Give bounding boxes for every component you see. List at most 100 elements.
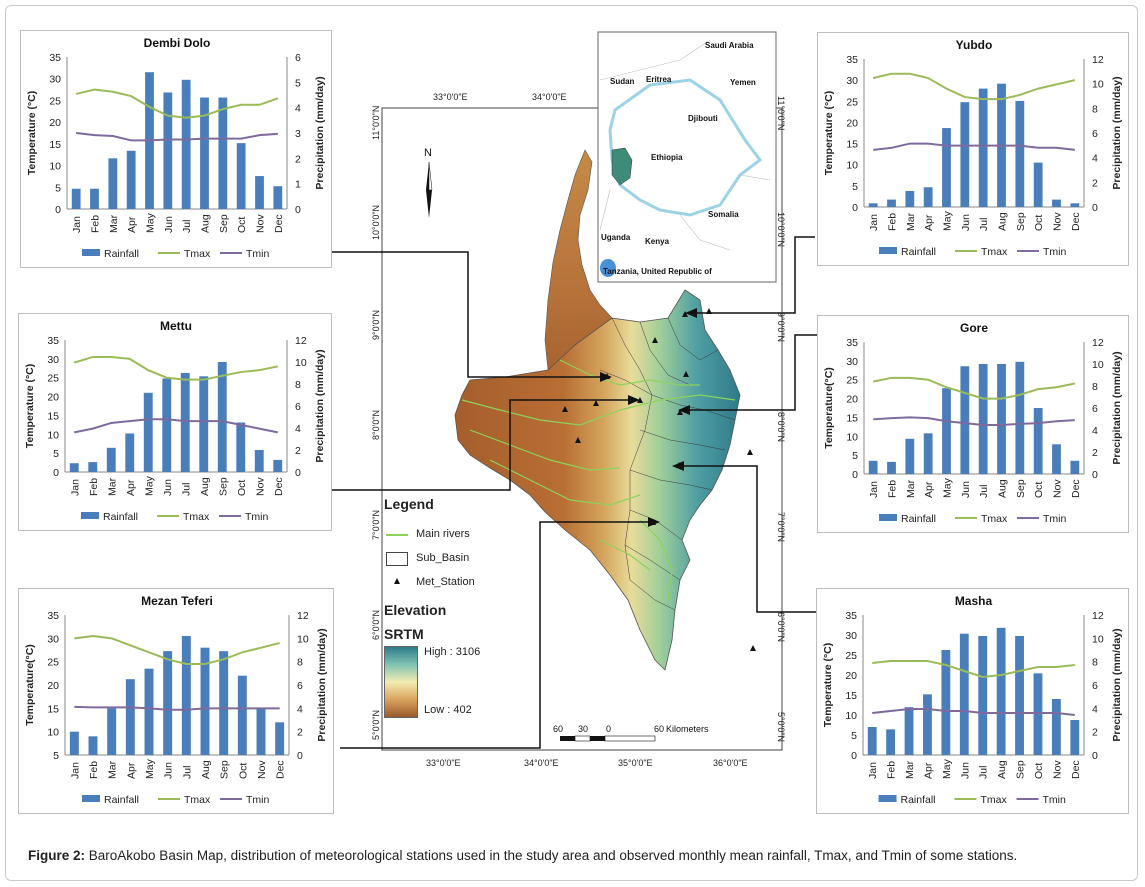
month-label: Sep [217,477,229,496]
rainfall-bar [69,731,79,755]
lon-label-bottom: 36°0'0"E [713,758,748,768]
lat-label-right: 7°0'0"N [776,512,786,542]
rainfall-bar [1052,444,1061,474]
rainfall-bar [143,392,153,472]
tmax-line [872,72,1076,101]
right-tick-label: 12 [1092,337,1104,349]
figure-caption: Figure 2: BaroAkobo Basin Map, distribut… [28,848,1128,863]
lat-label-right: 5°0'0"N [776,712,786,742]
rainfall-bar [90,188,99,209]
rainfall-bar [1015,636,1024,755]
month-label: Feb [887,480,899,498]
rainfall-bar [1033,162,1043,207]
legend-tmin-label: Tmin [246,794,269,806]
station-marker [593,400,599,406]
basin-main [454,289,741,671]
right-tick-label: 6 [1092,680,1098,692]
rainfall-bar [163,651,173,755]
elevation-ramp: High : 3106 Low : 402 [384,646,524,718]
right-tick-label: 12 [1092,610,1104,622]
right-tick-label: 2 [1092,447,1098,459]
scale-labels: 60 30 0 60 Kilometers [553,724,709,734]
left-tick-label: 0 [53,467,59,479]
left-tick-label: 10 [49,161,61,173]
month-label: Jul [181,220,193,233]
connector-gore [688,334,820,411]
rainfall-bar [978,88,988,207]
right-tick-label: 10 [295,357,307,369]
legend-rainfall-swatch [81,512,99,519]
right-tick-label: 0 [1092,202,1098,214]
tmin-line [872,708,1075,716]
month-label: Jan [71,216,83,233]
station-marker [683,371,689,377]
right-tick-label: 12 [1092,54,1104,66]
left-tick-label: 0 [852,202,858,214]
rainfall-bar [144,668,154,755]
rainfall-bar [960,366,970,474]
connector-lines [315,236,820,749]
rainfall-bar [1051,699,1061,755]
rainfall-bar [219,651,229,755]
right-tick-label: 8 [1092,103,1098,115]
chart-panel-gore: Gore 0 5 10 15 20 25 30 35 0 2 4 6 8 10 12 Temperature(°… [817,315,1129,533]
left-tick-label: 25 [47,657,59,669]
month-label: Dec [1070,760,1082,779]
legend-tmin-label: Tmin [1043,513,1066,525]
left-tick-label: 5 [852,181,858,193]
left-tick-label: 5 [55,182,61,194]
inset-label: Sudan [610,77,635,86]
left-tick-label: 20 [845,670,857,682]
elevation-high: High : 3106 [424,646,481,658]
legend-tmin-label: Tmin [1043,246,1066,258]
left-tick-label: 35 [49,52,61,64]
legend-rainfall-label: Rainfall [104,248,139,260]
month-label: Dec [273,477,285,496]
scale-label: 30 [578,724,588,734]
lat-label-right: 9°0'0"N [776,312,786,342]
legend-rainfall-label: Rainfall [104,794,139,806]
right-tick-label: 10 [297,633,309,645]
rainfall-bar [237,675,247,755]
tmin-line [76,132,278,142]
right-tick-label: 2 [295,153,301,165]
left-tick-label: 30 [49,74,61,86]
rainfall-bar [162,378,172,472]
legend-label: Met_Station [416,576,475,588]
river-line-icon [384,527,410,541]
right-tick-label: 10 [1092,633,1104,645]
legend-tmin-label: Tmin [246,248,269,260]
y-left-label: Temperature(°C) [24,644,36,726]
color-ramp [384,646,418,718]
month-label: Mar [106,477,118,496]
legend-rainfall-swatch [82,795,100,802]
right-tick-label: 5 [295,77,301,89]
right-tick-label: 12 [295,335,307,347]
legend-label: Sub_Basin [416,552,470,564]
left-tick-label: 35 [846,337,858,349]
left-tick-label: 30 [846,75,858,87]
month-label: Feb [90,215,102,233]
month-label: Jul [978,766,990,779]
legend-rainfall-swatch [878,795,897,802]
rainfall-bar [960,102,970,207]
rainfall-bar [200,647,210,755]
left-tick-label: 10 [845,710,857,722]
lat-label-left: 8°0'0"N [371,410,381,440]
month-label: Oct [1033,763,1045,779]
month-label: May [144,758,156,779]
month-label: Sep [1015,212,1027,231]
left-tick-label: 5 [53,448,59,460]
inset-label: Tanzania, United Republic of [603,267,712,276]
legend-rainfall-label: Rainfall [901,794,936,806]
right-tick-label: 4 [1092,153,1098,165]
rainfall-bar [1052,199,1061,207]
scale-label: 0 [606,724,611,734]
chart-panel-dembi-dolo: Dembi Dolo 0 5 10 15 20 25 30 35 0 1 2 3 4 5 6 Temperatu… [20,30,332,268]
month-label: Nov [254,477,266,496]
month-label: Oct [236,217,248,233]
y-right-label: Precipitation (mm/day) [1111,628,1123,741]
chart-yubdo: Yubdo 0 5 10 15 20 25 30 35 0 2 4 6 8 10 12 Temperature … [823,38,1123,258]
month-label: Mar [905,479,917,498]
left-tick-label: 15 [846,139,858,151]
